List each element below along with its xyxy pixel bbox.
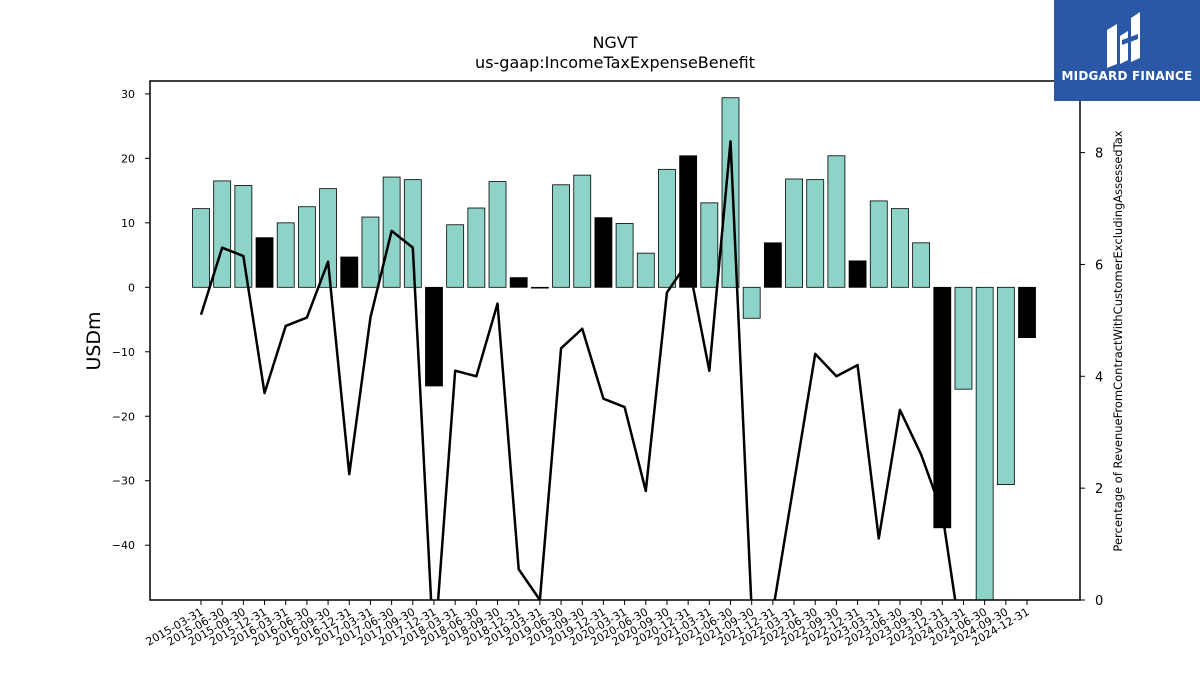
bar-2018-12-31 [509,277,528,288]
bar-2016-06-30 [297,206,316,288]
bar-2017-12-31 [425,286,443,387]
ratio-line [199,140,957,600]
bar-2019-03-31 [530,286,549,289]
bar-2016-03-31 [276,222,295,288]
y-tick-label: −30 [112,475,135,488]
y-tick-label: 0 [128,281,135,294]
bar-2021-12-31 [763,242,782,288]
bar-2024-03-31 [954,286,973,390]
bar-2023-12-31 [933,286,952,529]
bar-2023-06-30 [891,208,909,288]
y-tick-label: 20 [121,152,135,165]
bar-2018-09-30 [488,181,507,288]
y2-tick-label: 4 [1095,370,1103,385]
y-tick-label: 30 [121,88,135,101]
bar-2017-09-30 [403,179,422,288]
bar-2019-09-30 [573,174,592,288]
y-tick-label: −20 [112,410,135,423]
bar-2015-09-30 [234,185,253,288]
bar-2019-12-31 [594,217,613,288]
bar-2020-06-30 [636,252,655,288]
brand-name: MIDGARD FINANCE [1061,69,1193,83]
bar-2021-03-31 [700,202,719,288]
y-axis-label: USDm [83,311,105,370]
y2-axis-label: Percentage of RevenueFromContractWithCus… [1111,130,1125,551]
bar-2016-12-31 [340,256,359,288]
y2-tick-label: 8 [1095,147,1103,162]
y2-tick-label: 2 [1095,482,1103,497]
midgard-logo-icon [1107,12,1140,68]
bar-2022-06-30 [806,179,825,288]
bar-2018-03-31 [446,224,465,288]
chart-subtitle: us-gaap:IncomeTaxExpenseBenefit [475,53,755,72]
bar-2015-12-31 [255,237,274,288]
bar-2019-06-30 [552,184,570,288]
y2-tick-label: 6 [1095,258,1103,273]
chart-title: NGVT [592,33,637,52]
bar-2023-03-31 [869,200,888,288]
bar-2020-09-30 [658,168,676,288]
plot-frame [149,80,1081,601]
y-tick-label: 10 [121,217,135,230]
bar-2022-03-31 [785,178,803,288]
bar-2020-12-31 [679,155,698,288]
y-tick-label: −10 [112,346,135,359]
bar-2024-12-31 [1018,286,1036,338]
bar-2015-03-31 [192,208,210,288]
bar-2022-09-30 [827,155,846,288]
bar-2017-03-31 [361,216,380,288]
bar-2021-09-30 [742,286,761,319]
bar-2015-06-30 [213,180,232,288]
bar-2020-03-31 [615,223,634,288]
bar-2018-06-30 [467,207,486,288]
bar-2024-09-30 [996,286,1015,485]
bar-2023-09-30 [912,242,931,288]
bar-2022-12-31 [848,260,867,288]
y2-tick-label: 0 [1095,594,1103,609]
midgard-finance-logo: MIDGARD FINANCE [1054,0,1200,101]
bar-2024-06-30 [975,286,994,601]
bar-2016-09-30 [319,188,337,288]
y-tick-label: −40 [112,539,135,552]
